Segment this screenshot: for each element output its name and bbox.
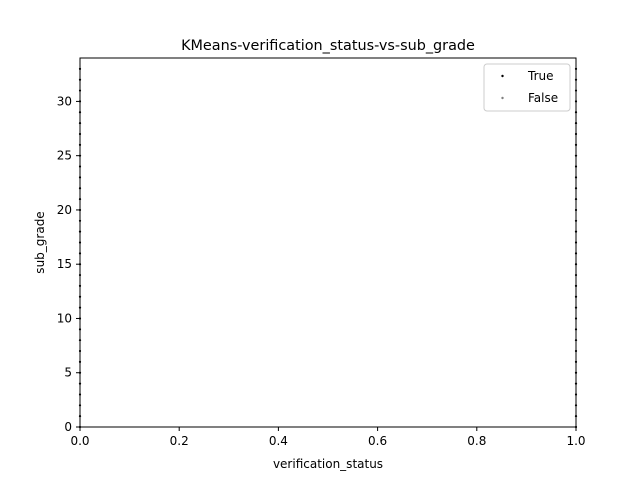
y-tick-label: 5 — [64, 366, 72, 380]
y-axis-ticks: 0 5 10 15 20 25 30 — [57, 94, 80, 434]
legend-marker-false — [501, 96, 504, 100]
legend-marker-true — [501, 74, 504, 78]
y-tick-label: 25 — [57, 149, 72, 163]
legend: True False — [483, 63, 571, 112]
x-tick-label: 0.2 — [170, 434, 189, 448]
y-tick-label: 10 — [57, 311, 72, 325]
x-tick-label: 1.0 — [566, 434, 585, 448]
x-tick-label: 0.8 — [467, 434, 486, 448]
legend-label-true: True — [527, 69, 554, 83]
x-tick-label: 0.0 — [70, 434, 89, 448]
legend-label-false: False — [528, 91, 558, 105]
x-tick-label: 0.4 — [269, 434, 288, 448]
y-tick-label: 30 — [57, 94, 72, 108]
legend-box — [483, 63, 571, 112]
x-tick-label: 0.6 — [368, 434, 387, 448]
y-axis-label: sub_grade — [33, 211, 47, 273]
x-axis-label: verification_status — [273, 457, 383, 471]
y-tick-label: 0 — [64, 420, 72, 434]
plot-frame — [79, 57, 577, 428]
y-tick-label: 20 — [57, 203, 72, 217]
y-tick-label: 15 — [57, 257, 72, 271]
chart-title: KMeans-verification_status-vs-sub_grade — [181, 38, 475, 54]
x-axis-ticks: 0.0 0.2 0.4 0.6 0.8 1.0 — [70, 427, 586, 448]
